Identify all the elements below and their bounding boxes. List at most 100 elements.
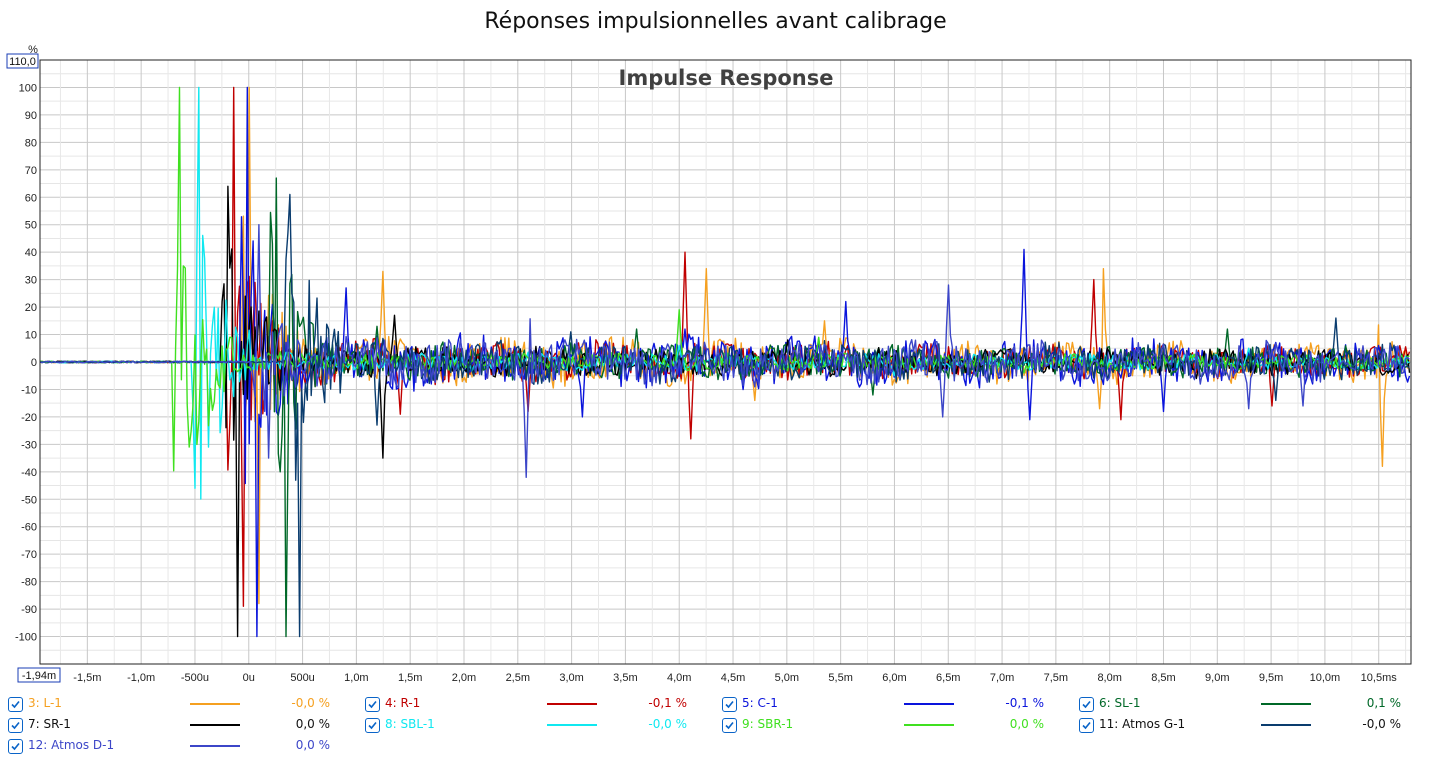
x-tick-label: 3,5m <box>613 672 637 684</box>
legend-value: 0,0 % <box>295 738 330 752</box>
y-top-marker-box[interactable] <box>6 53 39 69</box>
legend-checkbox[interactable] <box>8 697 23 712</box>
x-tick-label: -1,0m <box>127 672 155 684</box>
legend-value: 0,1 % <box>1366 696 1401 710</box>
x-tick-label: 1,0m <box>344 672 368 684</box>
y-tick-label: -50 <box>21 494 37 506</box>
x-tick-label: 2,5m <box>506 672 530 684</box>
legend-line-swatch <box>547 703 597 705</box>
check-icon <box>1082 700 1091 709</box>
check-icon <box>725 721 734 730</box>
y-tick-label: 10 <box>25 330 37 342</box>
x-tick-label: 2,0m <box>452 672 476 684</box>
y-top-marker: 110,0 <box>9 56 36 68</box>
y-tick-label: -70 <box>21 549 37 561</box>
legend-checkbox[interactable] <box>8 718 23 733</box>
y-tick-label: 100 <box>19 82 37 94</box>
x-tick-label: 6,5m <box>936 672 960 684</box>
legend-label: 6: SL-1 <box>1099 696 1141 710</box>
x-tick-label: 4,0m <box>667 672 691 684</box>
legend-label: 3: L-1 <box>28 696 62 710</box>
y-tick-label: 50 <box>25 220 37 232</box>
y-tick-label: -30 <box>21 439 37 451</box>
legend-value: 0,0 % <box>1009 717 1044 731</box>
y-tick-label: 20 <box>25 302 37 314</box>
legend-label: 11: Atmos G-1 <box>1099 717 1186 731</box>
check-icon <box>368 721 377 730</box>
x-tick-label: -1,5m <box>73 672 101 684</box>
y-tick-label: -10 <box>21 384 37 396</box>
x-tick-labels: -1,5m -1,0m -500u 0u 500u 1,0m 1,5m 2,0m 2,5m 3,0… <box>73 672 1397 684</box>
legend-label: 9: SBR-1 <box>742 717 794 731</box>
y-tick-label: -80 <box>21 577 37 589</box>
x-tick-label: 8,0m <box>1097 672 1121 684</box>
legend-checkbox[interactable] <box>365 697 380 712</box>
legend-value: -0,1 % <box>1005 696 1044 710</box>
legend-item: 6: SL-1 0,1 % <box>1079 695 1409 715</box>
legend-checkbox[interactable] <box>365 718 380 733</box>
legend-value: -0,0 % <box>291 696 330 710</box>
x-tick-label: -500u <box>181 672 209 684</box>
legend-item: 9: SBR-1 0,0 % <box>722 716 1052 736</box>
x-tick-label: 9,0m <box>1205 672 1229 684</box>
legend-line-swatch <box>547 724 597 726</box>
y-tick-labels: 1009080706050403020100-10-20-30-40-50-60… <box>15 82 37 643</box>
y-tick-label: 40 <box>25 247 37 259</box>
x-tick-label: 0u <box>243 672 255 684</box>
x-tick-label: 7,5m <box>1044 672 1068 684</box>
legend-checkbox[interactable] <box>722 697 737 712</box>
y-tick-label: -90 <box>21 604 37 616</box>
y-tick-label: 90 <box>25 110 37 122</box>
series-lines <box>39 86 1411 638</box>
legend-item: 3: L-1 -0,0 % <box>8 695 338 715</box>
legend-line-swatch <box>904 703 954 705</box>
impulse-response-chart[interactable]: 1009080706050403020100-10-20-30-40-50-60… <box>0 0 1431 700</box>
y-tick-label: -20 <box>21 412 37 424</box>
x-tick-label: 9,5m <box>1259 672 1283 684</box>
legend-line-swatch <box>190 724 240 726</box>
legend-value: -0,0 % <box>648 717 687 731</box>
legend-label: 7: SR-1 <box>28 717 71 731</box>
y-tick-label: -40 <box>21 467 37 479</box>
legend-line-swatch <box>190 745 240 747</box>
legend-line-swatch <box>904 724 954 726</box>
legend-item: 7: SR-1 0,0 % <box>8 716 338 736</box>
check-icon <box>11 700 20 709</box>
x-tick-label: 10,5ms <box>1361 672 1398 684</box>
legend-item: 4: R-1 -0,1 % <box>365 695 695 715</box>
legend-label: 8: SBL-1 <box>385 717 435 731</box>
legend-value: -0,0 % <box>1362 717 1401 731</box>
y-tick-label: -100 <box>15 632 37 644</box>
x-tick-label: 7,0m <box>990 672 1014 684</box>
x-left-marker: -1,94m <box>22 670 56 682</box>
y-tick-label: -60 <box>21 522 37 534</box>
legend-checkbox[interactable] <box>8 739 23 754</box>
x-tick-label: 500u <box>290 672 314 684</box>
y-tick-label: 0 <box>31 357 37 369</box>
legend-item: 12: Atmos D-1 0,0 % <box>8 737 338 757</box>
x-tick-label: 5,5m <box>828 672 852 684</box>
legend-value: 0,0 % <box>295 717 330 731</box>
x-tick-label: 8,5m <box>1151 672 1175 684</box>
legend-label: 5: C-1 <box>742 696 778 710</box>
x-tick-label: 1,5m <box>398 672 422 684</box>
x-tick-label: 6,0m <box>882 672 906 684</box>
legend-checkbox[interactable] <box>1079 697 1094 712</box>
check-icon <box>1082 721 1091 730</box>
legend-checkbox[interactable] <box>1079 718 1094 733</box>
x-left-marker-box[interactable] <box>17 667 61 683</box>
x-tick-label: 5,0m <box>775 672 799 684</box>
legend-checkbox[interactable] <box>722 718 737 733</box>
y-tick-label: 60 <box>25 192 37 204</box>
legend-line-swatch <box>1261 724 1311 726</box>
legend-label: 4: R-1 <box>385 696 421 710</box>
x-tick-label: 4,5m <box>721 672 745 684</box>
series-line-12 <box>39 224 1410 478</box>
y-axis-unit: % <box>28 44 38 56</box>
legend-line-swatch <box>190 703 240 705</box>
page-title: Réponses impulsionnelles avant calibrage <box>484 9 947 34</box>
x-tick-label: 10,0m <box>1310 672 1341 684</box>
chart-title: Impulse Response <box>619 66 834 90</box>
y-tick-label: 80 <box>25 137 37 149</box>
legend-line-swatch <box>1261 703 1311 705</box>
